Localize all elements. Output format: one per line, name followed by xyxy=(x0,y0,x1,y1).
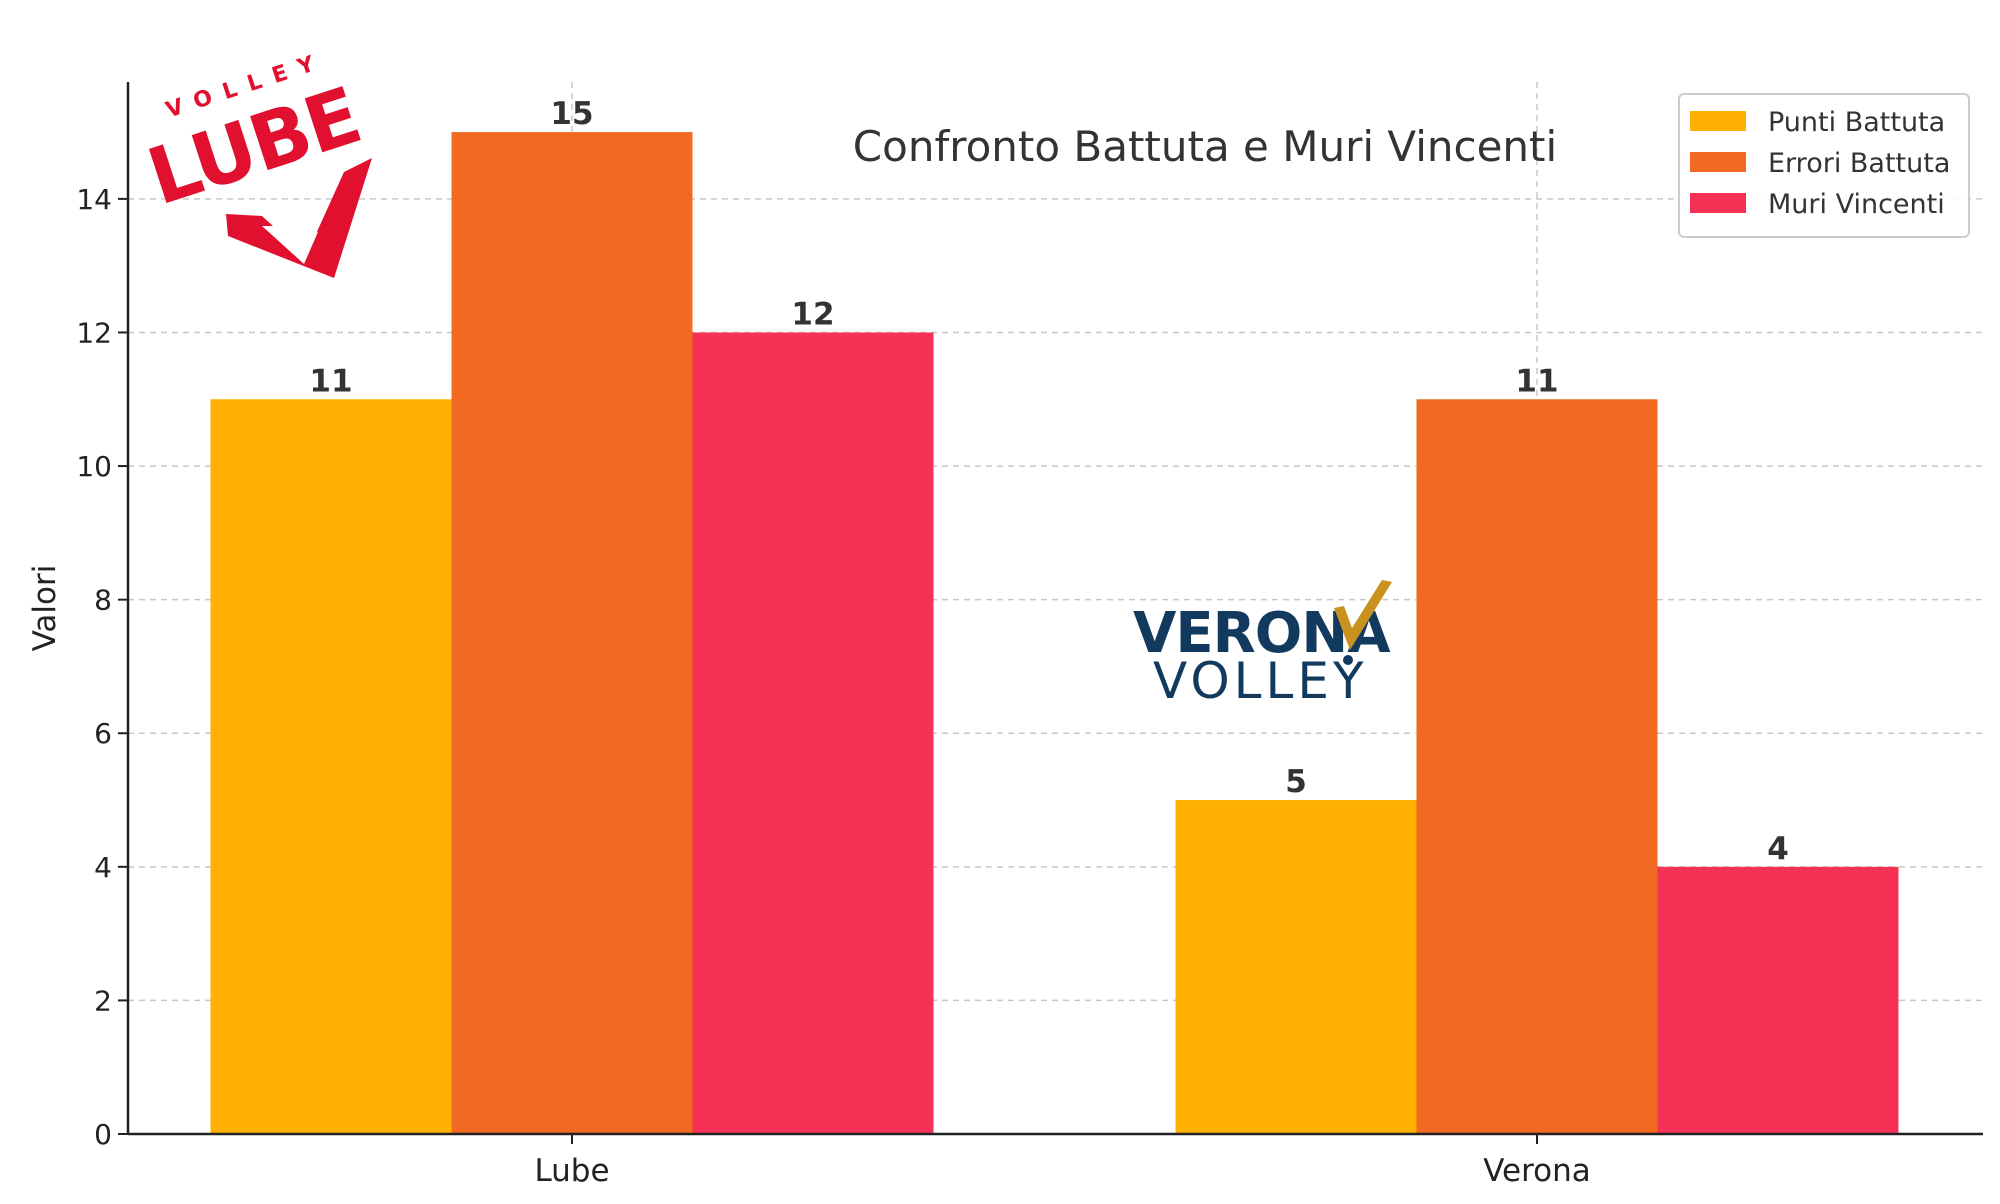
verona-logo-line2: VOLLEY xyxy=(1153,652,1368,710)
bar xyxy=(210,399,452,1134)
legend-swatch xyxy=(1690,152,1746,172)
bar xyxy=(1416,399,1658,1134)
bar xyxy=(1657,866,1899,1134)
verona-logo: VERONA VOLLEY xyxy=(1133,580,1392,710)
bar xyxy=(692,332,934,1134)
lube-logo-chevron-shape xyxy=(226,158,372,278)
lube-logo: VOLLEY LUBE xyxy=(138,48,372,278)
y-tick-label: 4 xyxy=(94,851,112,884)
y-tick-label: 14 xyxy=(76,183,112,216)
axes: 0 2 4 6 8 10 12 14 Lube Verona xyxy=(76,82,1983,1189)
bars xyxy=(210,132,1899,1135)
x-tick-label: Lube xyxy=(534,1153,609,1189)
bar-value-label: 11 xyxy=(309,363,352,399)
data-labels: 11 5 15 11 12 4 xyxy=(309,96,1788,867)
legend-box xyxy=(1678,93,1970,238)
lube-logo-chevron-inner xyxy=(262,226,318,264)
bar-value-label: 11 xyxy=(1515,363,1558,399)
y-tick-label: 12 xyxy=(76,316,112,349)
y-tick-label: 10 xyxy=(76,450,112,483)
bar xyxy=(451,132,693,1135)
legend-swatch xyxy=(1690,193,1746,213)
y-tick-label: 8 xyxy=(94,584,112,617)
bar-value-label: 5 xyxy=(1285,764,1307,800)
y-tick-label: 2 xyxy=(94,984,112,1017)
y-tick-label: 0 xyxy=(94,1118,112,1151)
legend-label: Punti Battuta xyxy=(1768,107,1945,138)
y-tick-label: 6 xyxy=(94,717,112,750)
x-tick-label: Verona xyxy=(1483,1153,1591,1189)
chart-title: Confronto Battuta e Muri Vincenti xyxy=(853,122,1557,171)
legend: Punti Battuta Errori Battuta Muri Vincenti xyxy=(1678,93,1970,238)
bar-value-label: 12 xyxy=(791,296,834,332)
verona-logo-dot xyxy=(1343,655,1353,665)
bar-value-label: 4 xyxy=(1767,831,1789,867)
legend-label: Muri Vincenti xyxy=(1768,189,1945,220)
bar xyxy=(1175,800,1417,1134)
verona-logo-check-mark xyxy=(1334,580,1392,650)
legend-swatch xyxy=(1690,111,1746,131)
bar-value-label: 15 xyxy=(550,96,593,132)
y-axis-title: Valori xyxy=(27,565,63,652)
legend-label: Errori Battuta xyxy=(1768,148,1950,179)
